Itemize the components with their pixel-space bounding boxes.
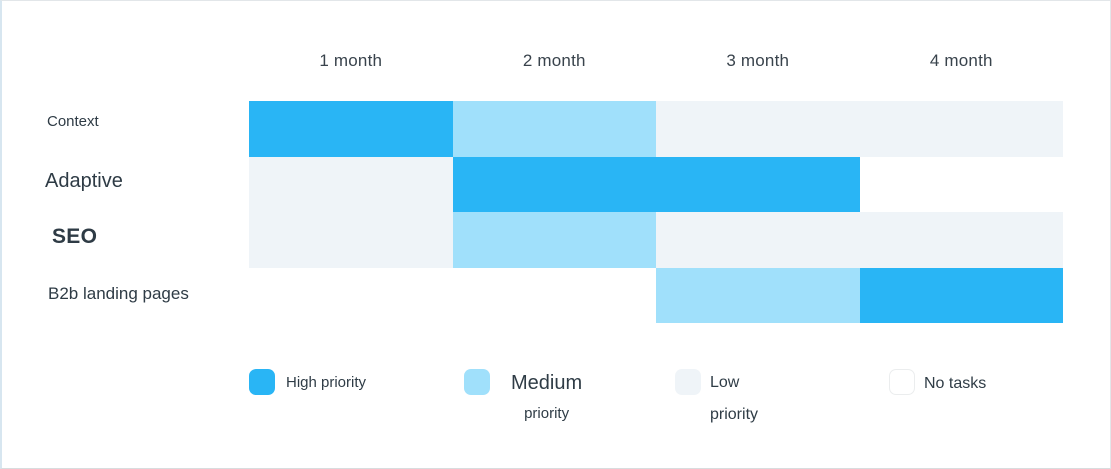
- row-label-b2b-landing-pages: B2b landing pages: [48, 284, 189, 303]
- column-header-4: 4 month: [929, 51, 993, 70]
- legend-label-high: High priority: [286, 374, 366, 392]
- row-label-seo: SEO: [52, 225, 98, 248]
- row-label-context: Context: [47, 113, 99, 130]
- cell-adaptive-month-4-none: [859, 156, 1063, 212]
- legend-label-line: Low: [710, 374, 740, 391]
- legend-label-line: Medium: [511, 372, 583, 394]
- legend-label-line: priority: [710, 406, 759, 423]
- legend-item-low: Low priority: [675, 369, 758, 424]
- cell-context-month-2-medium: [452, 101, 656, 157]
- legend-swatch-medium: [464, 369, 490, 395]
- legend-label-medium: Medium priority: [511, 371, 582, 423]
- cell-context-month-4-low: [859, 101, 1063, 157]
- priority-grid: [249, 101, 1063, 323]
- legend-label-line: priority: [524, 405, 570, 422]
- cell-b2b-landing-pages-month-2-none: [452, 267, 656, 323]
- cell-adaptive-month-1-low: [249, 156, 453, 212]
- row-label-adaptive: Adaptive: [45, 170, 123, 192]
- legend-swatch-high: [249, 369, 275, 395]
- legend-item-none: No tasks: [889, 369, 986, 395]
- cell-adaptive-month-3-high: [656, 156, 860, 212]
- cell-seo-month-2-medium: [452, 212, 656, 268]
- cell-adaptive-month-2-high: [452, 156, 656, 212]
- column-header-2: 2 month: [522, 51, 586, 70]
- column-header-1: 1 month: [319, 51, 383, 70]
- legend-swatch-low: [675, 369, 701, 395]
- legend-label-low: Low priority: [710, 373, 758, 424]
- column-header-3: 3 month: [726, 51, 790, 70]
- cell-seo-month-1-low: [249, 212, 453, 268]
- cell-b2b-landing-pages-month-4-high: [859, 267, 1063, 323]
- legend-item-high: High priority: [249, 369, 366, 395]
- legend-label-line: High priority: [286, 374, 367, 391]
- cell-b2b-landing-pages-month-1-none: [249, 267, 453, 323]
- cell-context-month-3-low: [656, 101, 860, 157]
- legend-swatch-none: [889, 369, 915, 395]
- column-headers: 1 month 2 month 3 month 4 month: [249, 49, 1063, 73]
- legend-label-none: No tasks: [924, 374, 986, 393]
- legend-item-medium: Medium priority: [464, 369, 582, 423]
- cell-context-month-1-high: [249, 101, 453, 157]
- cell-seo-month-3-low: [656, 212, 860, 268]
- legend-label-line: No tasks: [924, 375, 987, 392]
- cell-seo-month-4-low: [859, 212, 1063, 268]
- cell-b2b-landing-pages-month-3-medium: [656, 267, 860, 323]
